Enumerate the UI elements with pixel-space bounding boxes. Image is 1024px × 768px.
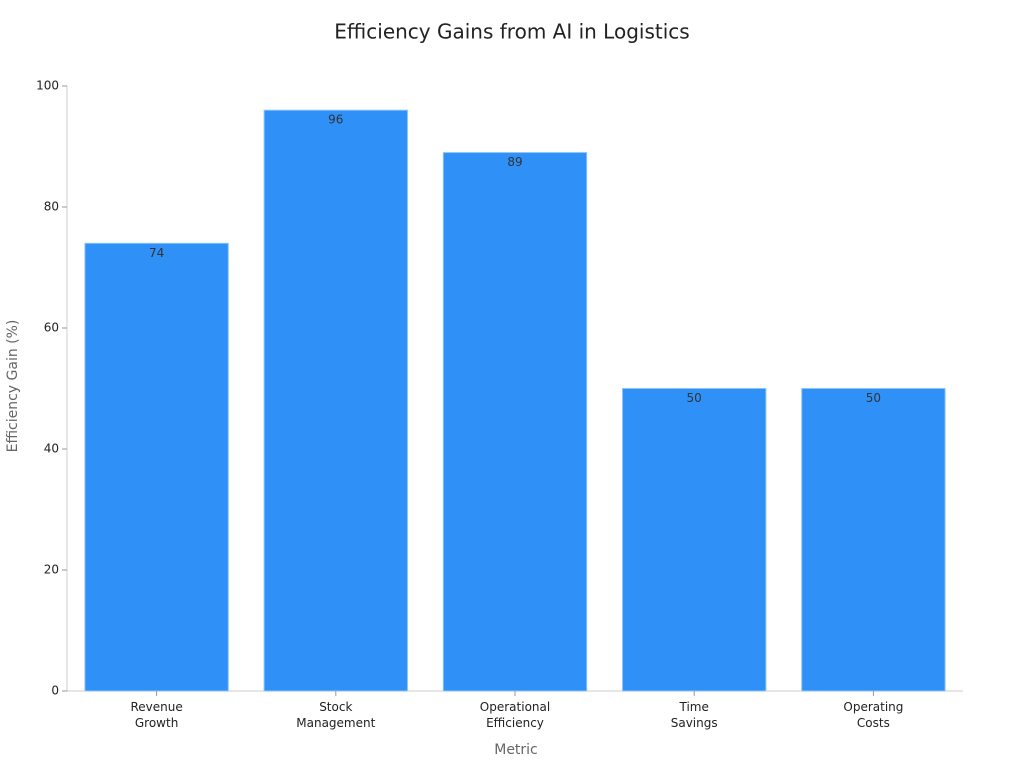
bar — [442, 152, 588, 692]
value-label: 89 — [507, 155, 522, 169]
bar — [84, 242, 229, 692]
bar — [263, 109, 408, 692]
y-tick-label: 0 — [51, 684, 59, 698]
y-tick-label: 60 — [44, 321, 59, 335]
y-tick-label: 100 — [36, 79, 59, 93]
x-tick-label: Time Savings — [670, 700, 718, 730]
chart-title: Efficiency Gains from AI in Logistics — [334, 20, 689, 44]
y-tick-label: 80 — [44, 200, 59, 214]
x-tick-label: Stock Management — [296, 700, 376, 730]
value-label: 74 — [149, 246, 164, 260]
value-label: 50 — [866, 391, 881, 405]
value-label: 96 — [328, 113, 343, 127]
y-tick-label: 20 — [44, 563, 59, 577]
y-axis-label: Efficiency Gain (%) — [5, 320, 21, 453]
bar — [622, 388, 767, 692]
value-label: 50 — [687, 391, 702, 405]
x-tick-label: Operating Costs — [843, 700, 904, 730]
x-tick-label: Operational Efficiency — [479, 700, 551, 730]
x-tick-label: Revenue Growth — [130, 700, 183, 730]
y-tick-label: 40 — [44, 442, 59, 456]
x-axis-label: Metric — [494, 742, 538, 758]
bar — [801, 388, 946, 692]
